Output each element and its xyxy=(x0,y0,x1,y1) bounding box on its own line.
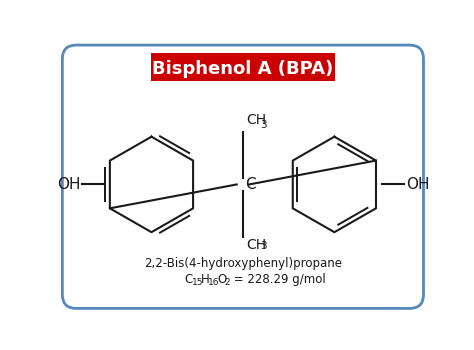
Text: 2,2-Bis(4-hydroxyphenyl)propane: 2,2-Bis(4-hydroxyphenyl)propane xyxy=(144,257,342,270)
FancyBboxPatch shape xyxy=(63,45,423,308)
Text: 16: 16 xyxy=(208,278,219,287)
FancyBboxPatch shape xyxy=(151,53,335,80)
Text: Bisphenol A (BPA): Bisphenol A (BPA) xyxy=(152,60,334,78)
Text: CH: CH xyxy=(246,113,266,127)
Text: 15: 15 xyxy=(192,278,203,287)
Text: OH: OH xyxy=(406,177,429,192)
Text: = 228.29 g/mol: = 228.29 g/mol xyxy=(230,273,326,286)
Text: H: H xyxy=(201,273,210,286)
Text: 3: 3 xyxy=(260,241,266,251)
Text: OH: OH xyxy=(57,177,80,192)
Text: 2: 2 xyxy=(224,278,230,287)
Text: 3: 3 xyxy=(260,120,266,130)
Text: C: C xyxy=(245,177,256,192)
Text: C: C xyxy=(185,273,193,286)
Text: O: O xyxy=(218,273,227,286)
Text: CH: CH xyxy=(246,238,266,252)
